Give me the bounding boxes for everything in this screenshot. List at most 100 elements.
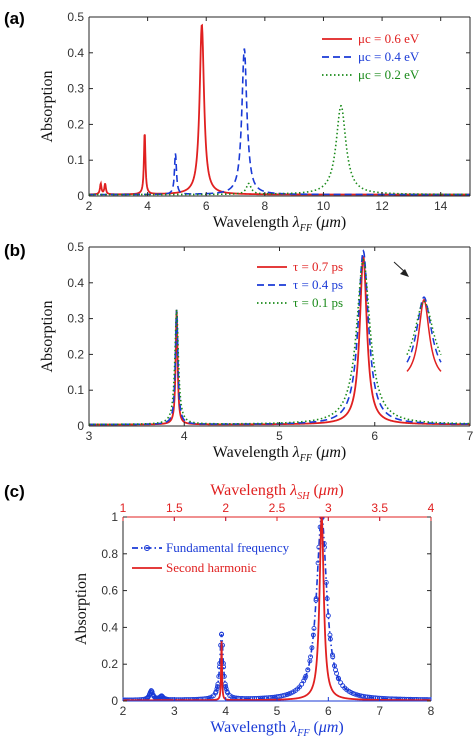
series-group: [89, 249, 470, 426]
x-axis-label: Wavelength λFF (μm): [210, 719, 343, 739]
series-marker: [311, 625, 317, 631]
x-tick-label: 12: [375, 199, 389, 213]
x-tick-label: 14: [434, 199, 448, 213]
legend-label-1: μc = 0.4 eV: [358, 49, 420, 64]
inset-line-0: [406, 298, 442, 372]
top-x-tick-label: 2: [222, 501, 229, 515]
y-tick-label: 0.6: [101, 584, 118, 598]
x-tick-label: 4: [181, 429, 188, 443]
series-marker: [224, 689, 230, 695]
top-x-tick-label: 1: [120, 501, 127, 515]
y-tick-label: 0.8: [101, 547, 118, 561]
y-tick-label: 0.2: [101, 657, 118, 671]
y-tick-label: 0.5: [67, 10, 84, 24]
series-line-2: [89, 104, 470, 196]
y-tick-label: 1: [111, 510, 118, 524]
series-marker: [282, 692, 288, 698]
y-tick-label: 0: [77, 419, 84, 433]
y-tick-label: 0.1: [67, 153, 84, 167]
panel-a: 2 4 6 8 10 12 14 0 0.1 0.2 0.3 0.4 0.5 (a) Wavelength …: [4, 9, 471, 234]
series-line-1: [89, 249, 470, 426]
series-marker: [213, 689, 219, 695]
x-tick-label: 6: [203, 199, 210, 213]
y-tick-label: 0.2: [67, 347, 84, 361]
series-marker: [310, 632, 316, 638]
series-marker: [324, 596, 330, 602]
y-tick-label: 0.4: [67, 46, 84, 60]
y-tick-label: 0.4: [67, 276, 84, 290]
y-tick-label: 0: [77, 189, 84, 203]
series-marker: [302, 675, 308, 681]
legend-label-0: Fundamental frequency: [166, 540, 290, 555]
series-marker: [327, 632, 333, 638]
x-axis-label: Wavelength λFF (μm): [213, 214, 346, 234]
series-marker: [164, 696, 170, 701]
x-tick-label: 2: [120, 704, 127, 718]
y-tick-label: 0.3: [67, 312, 84, 326]
inset-line-2: [406, 300, 442, 356]
top-x-tick-label: 1.5: [166, 501, 183, 515]
inset-line-1: [406, 296, 442, 363]
series-marker: [308, 654, 314, 660]
x-tick-label: 2: [86, 199, 93, 213]
x-tick-label: 7: [376, 704, 383, 718]
panel-c: 2 3 4 5 6 7 8 0 0.2 0.4 0.6 0.8 11 1.5 2 2.5 3 3.5 4 (c) Wav…: [4, 482, 435, 739]
panel-label: (a): [4, 9, 25, 28]
legend-marker-0: [144, 545, 150, 551]
series-marker: [329, 652, 335, 658]
panel-label: (c): [4, 482, 25, 501]
y-tick-label: 0.4: [101, 620, 118, 634]
series-marker: [149, 689, 155, 695]
y-tick-label: 0.5: [67, 240, 84, 254]
series-marker: [299, 681, 305, 687]
top-x-tick-label: 4: [428, 501, 435, 515]
legend-label-0: μc = 0.6 eV: [358, 31, 420, 46]
top-x-tick-label: 3: [325, 501, 332, 515]
x-tick-label: 8: [428, 704, 435, 718]
y-tick-label: 0.1: [67, 383, 84, 397]
x-tick-label: 6: [371, 429, 378, 443]
y-axis-label: Absorption: [39, 301, 56, 373]
panel-label: (b): [4, 241, 26, 260]
series-marker: [309, 645, 315, 651]
x-tick-label: 3: [86, 429, 93, 443]
series-marker: [330, 654, 336, 660]
legend-label-0: τ = 0.7 ps: [293, 259, 343, 274]
series-marker: [301, 678, 307, 684]
x-tick-label: 6: [325, 704, 332, 718]
x-tick-label: 5: [274, 704, 281, 718]
legend-label-2: μc = 0.2 eV: [358, 67, 420, 82]
series-marker: [313, 597, 319, 603]
x-tick-label: 4: [222, 704, 229, 718]
top-x-tick-label: 3.5: [371, 501, 388, 515]
inset-arrow-head: [400, 269, 409, 277]
x-tick-label: 4: [144, 199, 151, 213]
x-tick-label: 7: [467, 429, 474, 443]
y-tick-label: 0.2: [67, 117, 84, 131]
y-axis-label: Absorption: [39, 71, 56, 143]
top-x-tick-label: 2.5: [269, 501, 286, 515]
y-axis-label: Absorption: [73, 573, 90, 645]
series-marker: [325, 613, 331, 619]
series-line-0: [89, 256, 470, 426]
series-marker: [333, 667, 338, 673]
legend-label-1: Second harmonic: [166, 560, 257, 575]
series-marker: [305, 667, 311, 673]
series-marker: [214, 684, 220, 689]
series-marker: [335, 675, 341, 681]
series-marker: [214, 686, 220, 692]
top-x-axis-label: Wavelength λSH (μm): [210, 482, 343, 502]
x-tick-label: 3: [171, 704, 178, 718]
x-tick-label: 10: [317, 199, 331, 213]
y-tick-label: 0.3: [67, 82, 84, 96]
x-tick-label: 5: [276, 429, 283, 443]
series-marker: [313, 596, 319, 602]
legend-label-1: τ = 0.4 ps: [293, 277, 343, 292]
panel-b: 3 4 5 6 7 0 0.1 0.2 0.3 0.4 0.5 (b) Wavelength λFF (…: [4, 240, 474, 464]
series-marker: [223, 683, 229, 689]
y-tick-label: 0: [111, 694, 118, 708]
series-marker: [219, 631, 225, 637]
series-marker: [223, 686, 229, 692]
x-axis-label: Wavelength λFF (μm): [213, 444, 346, 464]
